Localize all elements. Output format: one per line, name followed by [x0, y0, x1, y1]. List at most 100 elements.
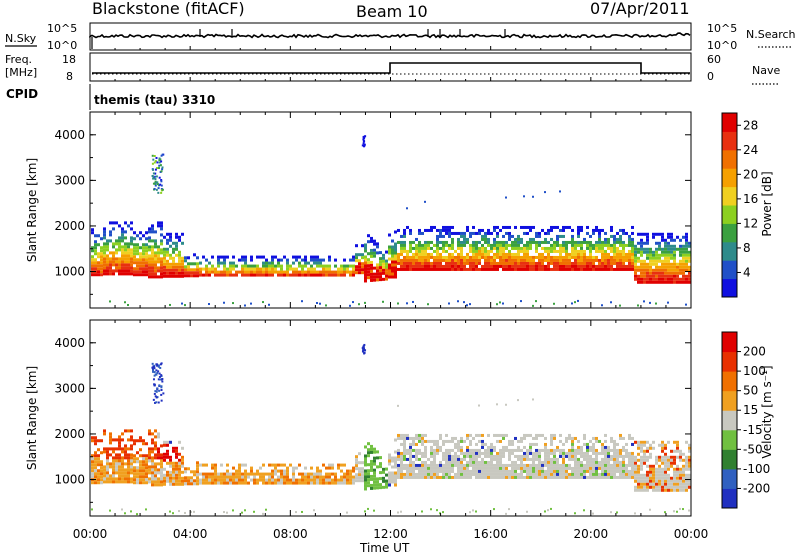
scatter-cell	[142, 264, 145, 268]
scatter-cell	[229, 270, 232, 274]
scatter-cell	[151, 230, 154, 234]
scatter-cell	[310, 478, 313, 482]
scatter-cell	[526, 255, 529, 259]
scatter-cell	[391, 260, 394, 264]
scatter-cell	[607, 475, 610, 479]
scatter-cell	[442, 240, 445, 244]
scatter-cell	[604, 454, 607, 458]
scatter-cell	[142, 267, 145, 271]
scatter-cell	[583, 469, 586, 473]
scatter-cell	[664, 250, 667, 254]
y-tick-label: 3000	[54, 381, 85, 395]
scatter-cell	[613, 466, 616, 470]
scatter-cell	[406, 475, 409, 479]
scatter-cell	[376, 480, 379, 484]
scatter-cell	[658, 488, 661, 492]
scatter-cell	[610, 463, 613, 467]
scatter-cell	[625, 466, 628, 470]
scatter-cell	[508, 261, 511, 265]
scatter-cell	[508, 451, 511, 455]
scatter-cell	[103, 477, 106, 481]
scatter-cell	[619, 264, 622, 268]
scatter-cell	[112, 254, 115, 258]
scatter-cell	[340, 273, 343, 277]
scatter-cell	[178, 271, 181, 275]
scatter-cell	[313, 478, 316, 482]
scatter-cell	[436, 466, 439, 470]
scatter-cell	[592, 466, 595, 470]
scatter-cell	[169, 235, 172, 239]
scatter-cell	[109, 263, 112, 267]
scatter-cell	[199, 270, 202, 274]
scatter-cell	[670, 265, 673, 269]
colorbar-tick-label: 100	[743, 364, 766, 378]
scatter-cell	[634, 250, 637, 254]
scatter-cell	[161, 168, 164, 171]
scatter-cell	[487, 237, 490, 241]
scatter-cell	[259, 472, 262, 476]
power-ylabel: Slant Range [km]	[25, 158, 39, 262]
scatter-cell	[469, 255, 472, 259]
scatter-cell	[631, 454, 634, 458]
scatter-cell	[349, 264, 352, 268]
scatter-cell	[652, 253, 655, 257]
scatter-cell	[505, 445, 508, 449]
scatter-cell	[523, 454, 526, 458]
scatter-cell	[676, 265, 679, 269]
scatter-cell	[346, 264, 349, 268]
scatter-cell	[448, 460, 451, 464]
scatter-cell	[148, 266, 151, 270]
scatter-cell	[394, 266, 397, 270]
scatter-cell	[436, 234, 439, 238]
scatter-cell	[607, 451, 610, 455]
scatter-cell	[421, 264, 424, 268]
scatter-cell	[496, 267, 499, 271]
scatter-cell	[367, 451, 370, 455]
scatter-cell	[226, 463, 229, 467]
scatter-cell	[637, 476, 640, 480]
scatter-cell	[178, 510, 180, 513]
scatter-cell	[391, 251, 394, 255]
scatter-cell	[487, 261, 490, 265]
scatter-cell	[151, 275, 154, 279]
scatter-cell	[478, 240, 481, 244]
scatter-cell	[196, 476, 199, 480]
scatter-cell	[268, 270, 271, 274]
cpid-label: CPID	[6, 87, 38, 101]
scatter-cell	[571, 439, 574, 443]
scatter-cell	[430, 439, 433, 443]
scatter-cell	[97, 469, 100, 473]
colorbar-segment	[722, 429, 737, 450]
scatter-cell	[130, 251, 133, 255]
scatter-cell	[160, 260, 163, 264]
scatter-cell	[172, 449, 175, 453]
scatter-cell	[145, 258, 148, 262]
scatter-cell	[181, 476, 184, 480]
scatter-cell	[460, 445, 463, 449]
scatter-cell	[646, 250, 649, 254]
scatter-cell	[151, 162, 154, 165]
scatter-cell	[499, 475, 502, 479]
scatter-cell	[153, 383, 156, 386]
scatter-cell	[148, 468, 151, 472]
scatter-cell	[178, 238, 181, 242]
scatter-cell	[652, 235, 655, 239]
scatter-cell	[160, 189, 163, 192]
scatter-cell	[640, 253, 643, 257]
scatter-cell	[577, 299, 579, 302]
scatter-cell	[436, 240, 439, 244]
scatter-cell	[634, 262, 637, 266]
scatter-cell	[370, 459, 373, 463]
scatter-cell	[472, 472, 475, 476]
scatter-cell	[241, 270, 244, 274]
scatter-cell	[652, 250, 655, 254]
scatter-cell	[136, 513, 138, 516]
scatter-cell	[487, 463, 490, 467]
scatter-cell	[631, 237, 634, 241]
scatter-cell	[121, 239, 124, 243]
scatter-cell	[139, 466, 142, 470]
scatter-cell	[568, 433, 571, 437]
scatter-cell	[208, 273, 211, 277]
scatter-cell	[517, 445, 520, 449]
scatter-cell	[667, 256, 670, 260]
